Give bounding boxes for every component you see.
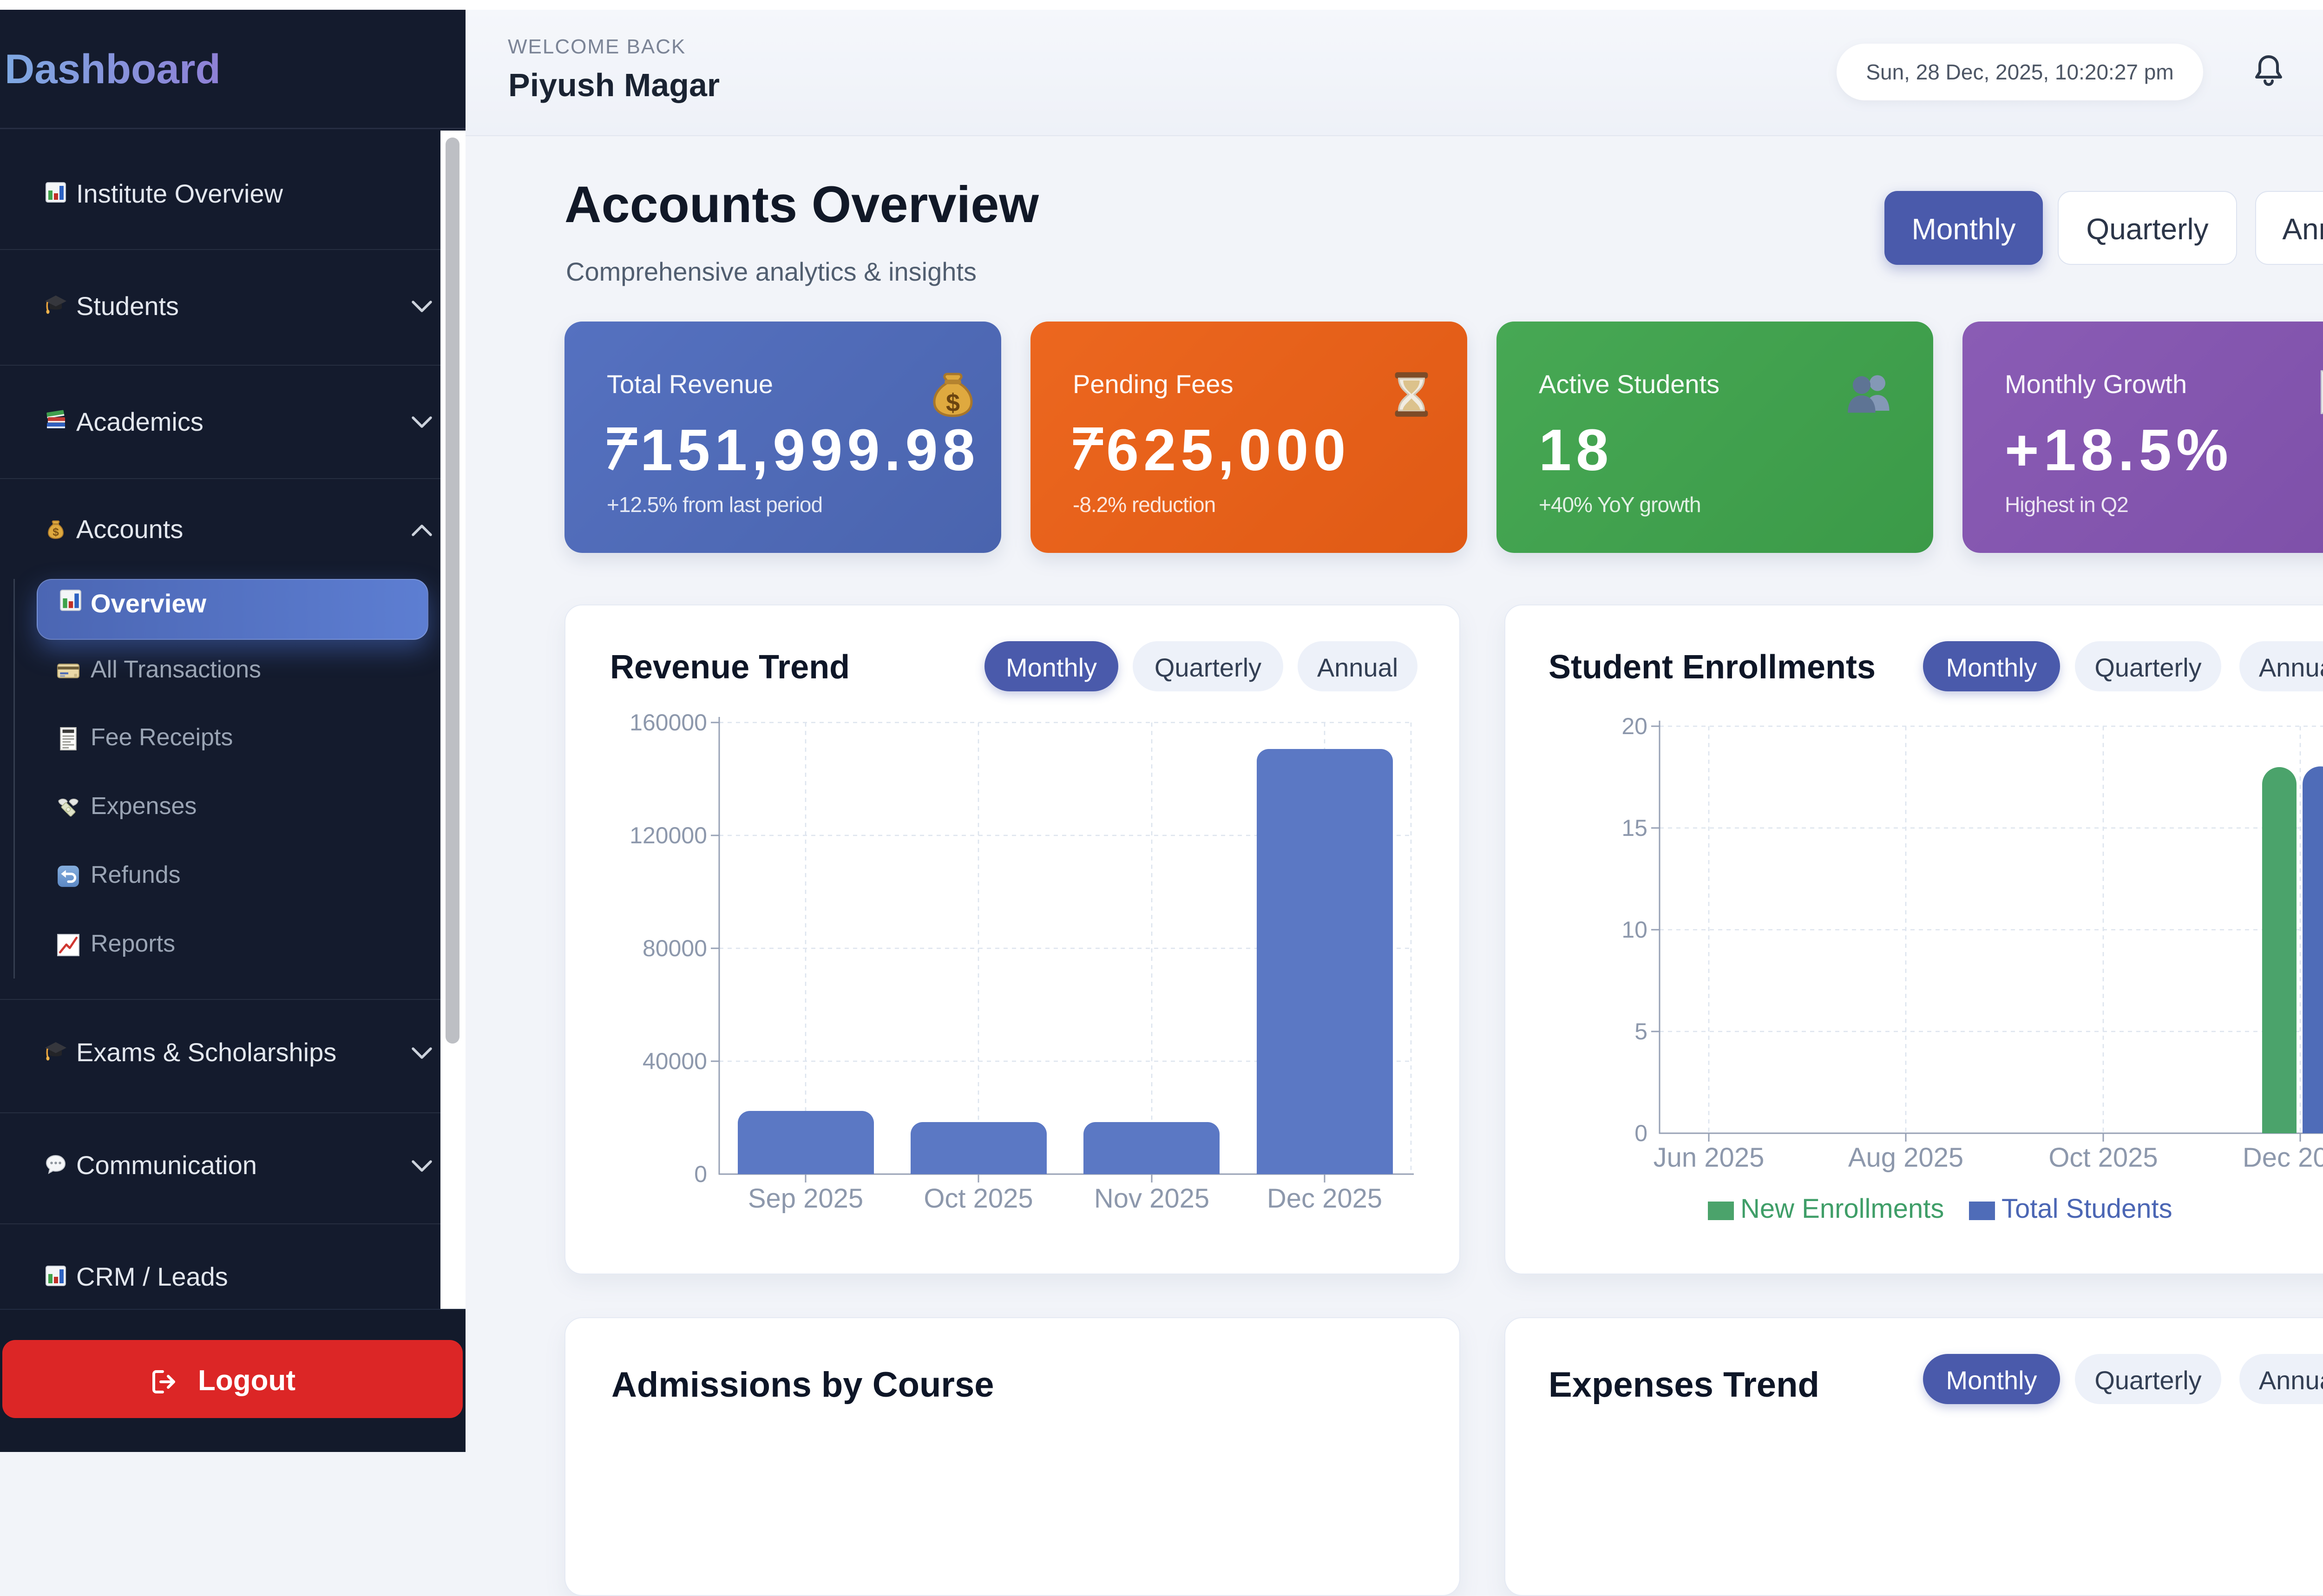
svg-text:Total Students: Total Students (2001, 1194, 2172, 1224)
svg-text:5: 5 (1634, 1018, 1647, 1044)
svg-text:Aug 2025: Aug 2025 (1848, 1143, 1963, 1173)
svg-text:40000: 40000 (643, 1048, 707, 1074)
svg-text:Dec 2025: Dec 2025 (2243, 1143, 2323, 1173)
svg-text:80000: 80000 (643, 935, 707, 961)
svg-text:0: 0 (1634, 1120, 1647, 1146)
svg-text:New Enrollments: New Enrollments (1740, 1194, 1944, 1224)
svg-text:Dec 2025: Dec 2025 (1267, 1183, 1382, 1214)
svg-text:20: 20 (1621, 713, 1647, 739)
svg-text:$: $ (52, 526, 59, 539)
svg-text:10: 10 (1621, 917, 1647, 943)
svg-text:0: 0 (694, 1161, 707, 1187)
svg-text:15: 15 (1621, 815, 1647, 841)
svg-text:Jun 2025: Jun 2025 (1654, 1143, 1765, 1173)
svg-text:Sep 2025: Sep 2025 (748, 1183, 863, 1214)
svg-text:120000: 120000 (630, 822, 707, 848)
svg-text:Oct 2025: Oct 2025 (2048, 1143, 2158, 1173)
svg-text:160000: 160000 (630, 709, 707, 736)
svg-text:Nov 2025: Nov 2025 (1094, 1183, 1209, 1214)
svg-text:$: $ (946, 389, 960, 417)
svg-text:Oct 2025: Oct 2025 (924, 1183, 1033, 1214)
